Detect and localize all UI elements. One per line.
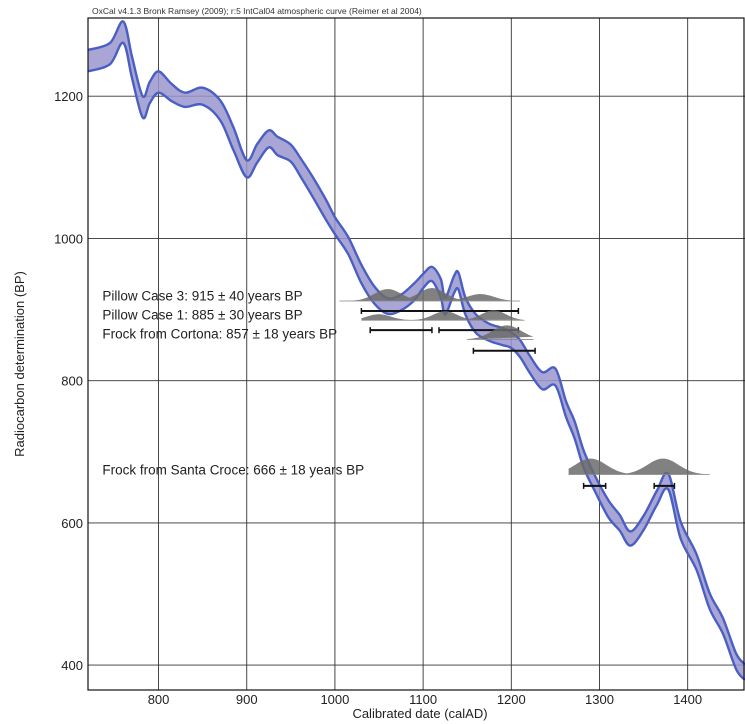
sample-label: Pillow Case 3: 915 ± 40 years BP <box>102 288 302 303</box>
sample-distribution <box>568 458 710 475</box>
x-tick-label: 1100 <box>409 692 437 707</box>
y-axis-label: Radiocarbon determination (BP) <box>12 271 27 457</box>
calibration-curve-upper <box>88 20 745 666</box>
chart-header: OxCal v4.1.3 Bronk Ramsey (2009); r:5 In… <box>92 6 422 16</box>
y-tick-label: 1000 <box>54 231 83 246</box>
sample-distribution <box>361 310 525 321</box>
y-tick-label: 600 <box>61 516 83 531</box>
plot-frame <box>87 17 745 691</box>
x-tick-label: 1200 <box>497 692 526 707</box>
sample-distributions: Pillow Case 3: 915 ± 40 years BP Pillow C… <box>102 288 710 489</box>
sample-1: Pillow Case 3: 915 ± 40 years BP <box>102 288 521 314</box>
calibration-curve <box>88 20 745 681</box>
y-tick-label: 800 <box>61 374 83 389</box>
x-axis-label: Calibrated date (calAD) <box>352 706 487 721</box>
calibration-curve-lower <box>88 41 745 681</box>
x-tick-label: 800 <box>148 692 170 707</box>
x-tick-label: 1000 <box>320 692 349 707</box>
sample-label: Pillow Case 1: 885 ± 30 years BP <box>102 308 302 323</box>
sample-4: Frock from Santa Croce: 666 ± 18 years B… <box>102 458 710 489</box>
sample-distribution <box>339 288 521 301</box>
sample-label: Frock from Santa Croce: 666 ± 18 years B… <box>102 463 364 478</box>
calibration-curve-band <box>88 21 745 680</box>
x-tick-label: 1300 <box>585 692 614 707</box>
sample-3: Frock from Cortona: 857 ± 18 years BP <box>102 325 536 354</box>
x-tick-label: 900 <box>236 692 258 707</box>
x-axis-ticks: 800 900 1000 1100 1200 1300 1400 <box>148 692 702 707</box>
y-tick-label: 1200 <box>54 89 83 104</box>
x-tick-label: 1400 <box>673 692 702 707</box>
sample-distribution <box>467 325 534 340</box>
y-axis-ticks: 400 600 800 1000 1200 <box>54 89 83 673</box>
grid-lines <box>88 18 745 690</box>
y-tick-label: 400 <box>61 658 83 673</box>
sample-label: Frock from Cortona: 857 ± 18 years BP <box>102 327 337 342</box>
